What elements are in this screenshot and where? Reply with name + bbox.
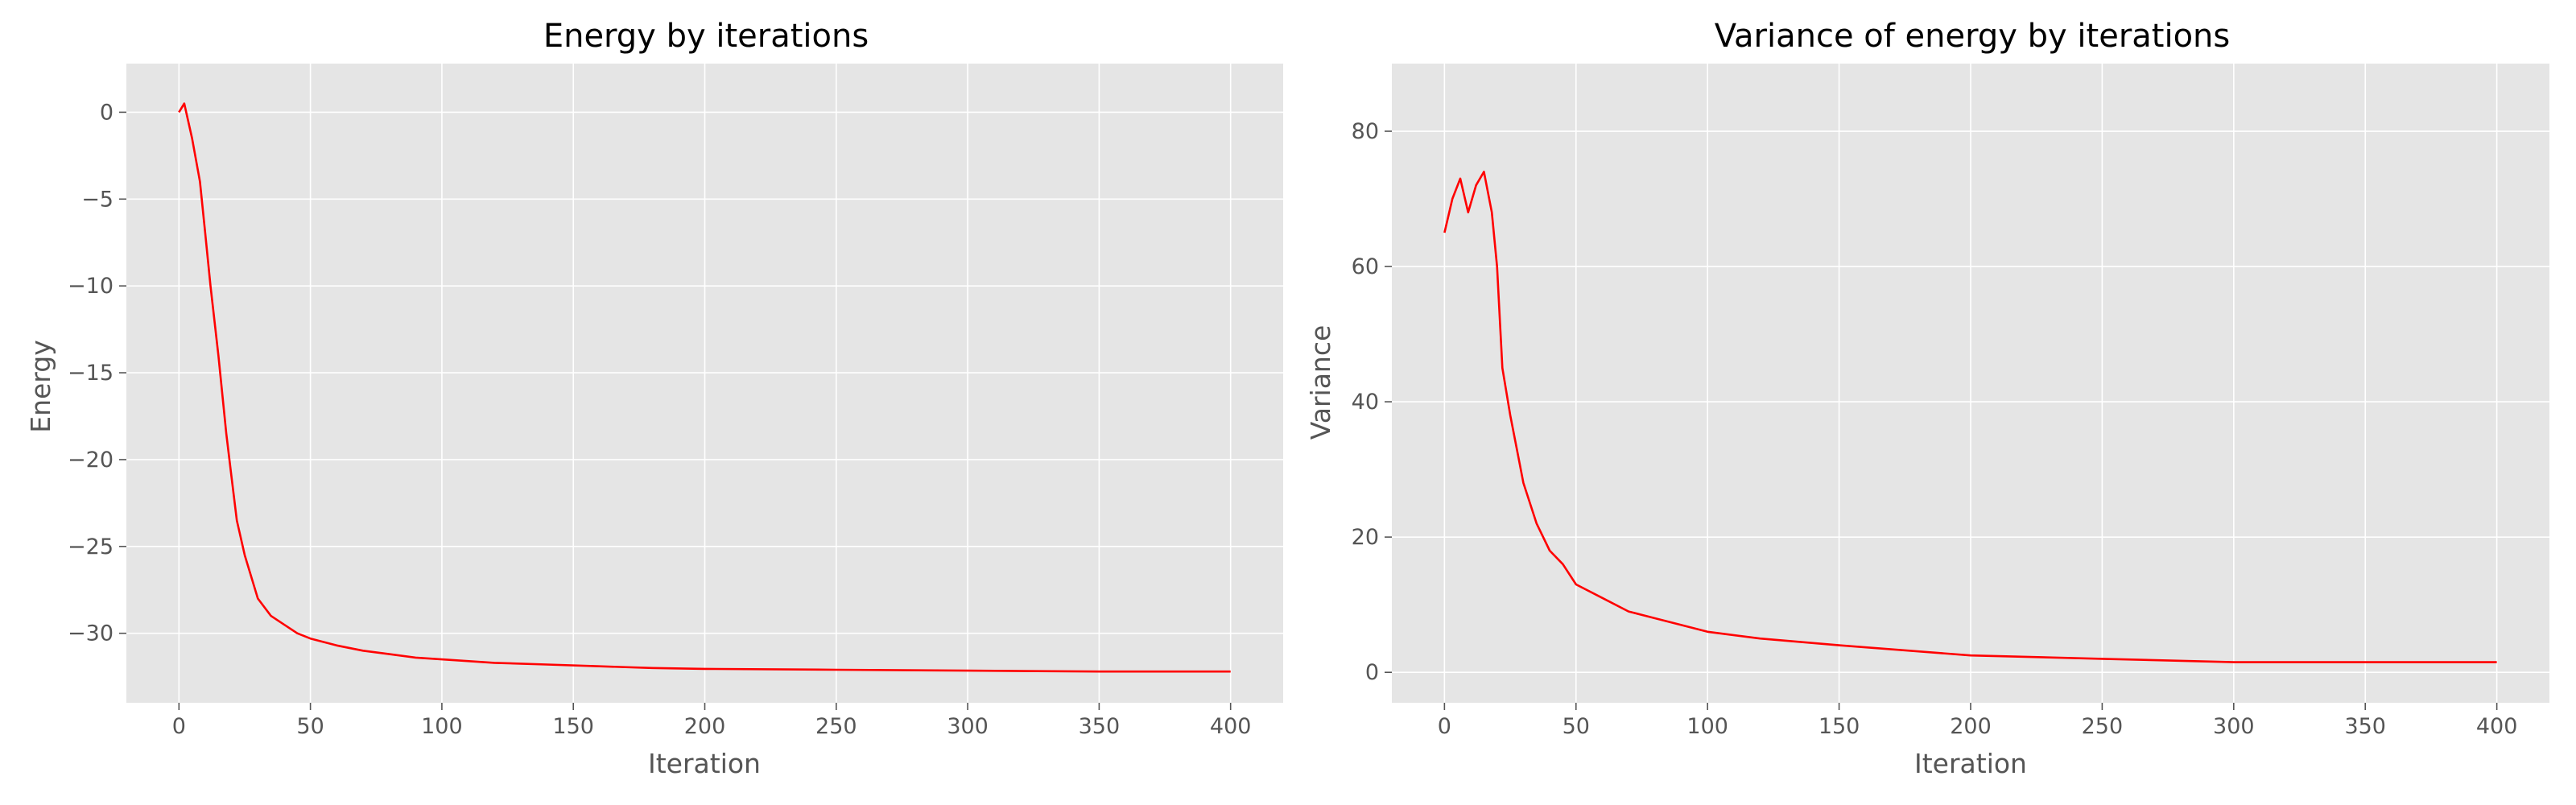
x-tick-label: 200 bbox=[1950, 714, 1992, 739]
variance-chart: 0 50 100 150 200 250 300 350 400 0 20 40 60 80 Varian… bbox=[1305, 18, 2549, 779]
y-tick-label: −15 bbox=[68, 361, 114, 386]
y-tick-label: 0 bbox=[1365, 660, 1379, 685]
x-tick-label: 100 bbox=[1686, 714, 1728, 739]
x-axis-label: Iteration bbox=[648, 748, 761, 779]
x-tick-label: 400 bbox=[1210, 714, 1252, 739]
energy-chart: 0 50 100 150 200 250 300 350 400 0 −5 −10 −15 −20 −25 −… bbox=[25, 18, 1283, 779]
y-tick-label: −5 bbox=[81, 187, 114, 212]
y-tick-label: 0 bbox=[100, 100, 114, 125]
y-tick-label: 80 bbox=[1352, 119, 1379, 144]
x-tick-label: 250 bbox=[815, 714, 857, 739]
y-tick-label: −20 bbox=[68, 448, 114, 473]
x-tick-label: 150 bbox=[552, 714, 594, 739]
x-axis-label: Iteration bbox=[1914, 748, 2027, 779]
x-tick-label: 50 bbox=[1563, 714, 1590, 739]
y-tick-label: 40 bbox=[1352, 390, 1379, 415]
x-tick-label: 150 bbox=[1818, 714, 1860, 739]
y-tick-label: 20 bbox=[1352, 525, 1379, 550]
x-tick-label: 350 bbox=[2344, 714, 2386, 739]
chart-title: Variance of energy by iterations bbox=[1715, 18, 2230, 55]
x-tick-label: 350 bbox=[1079, 714, 1121, 739]
x-tick-label: 0 bbox=[1438, 714, 1451, 739]
x-tick-label: 400 bbox=[2476, 714, 2518, 739]
series-line bbox=[1443, 171, 2497, 663]
x-tick-label: 100 bbox=[421, 714, 463, 739]
chart-title: Energy by iterations bbox=[543, 18, 869, 55]
y-tick-label: 60 bbox=[1352, 254, 1379, 279]
x-tick-label: 300 bbox=[947, 714, 989, 739]
x-tick-label: 250 bbox=[2082, 714, 2124, 739]
y-tick-label: −10 bbox=[68, 274, 114, 299]
y-tick-label: −25 bbox=[68, 535, 114, 559]
y-axis-label: Variance bbox=[1305, 325, 1336, 440]
series-line bbox=[178, 102, 1231, 673]
x-tick-label: 300 bbox=[2213, 714, 2255, 739]
x-tick-label: 200 bbox=[684, 714, 726, 739]
x-tick-label: 50 bbox=[296, 714, 324, 739]
y-axis-label: Energy bbox=[25, 340, 56, 433]
x-tick-label: 0 bbox=[172, 714, 186, 739]
y-tick-label: −30 bbox=[68, 621, 114, 646]
